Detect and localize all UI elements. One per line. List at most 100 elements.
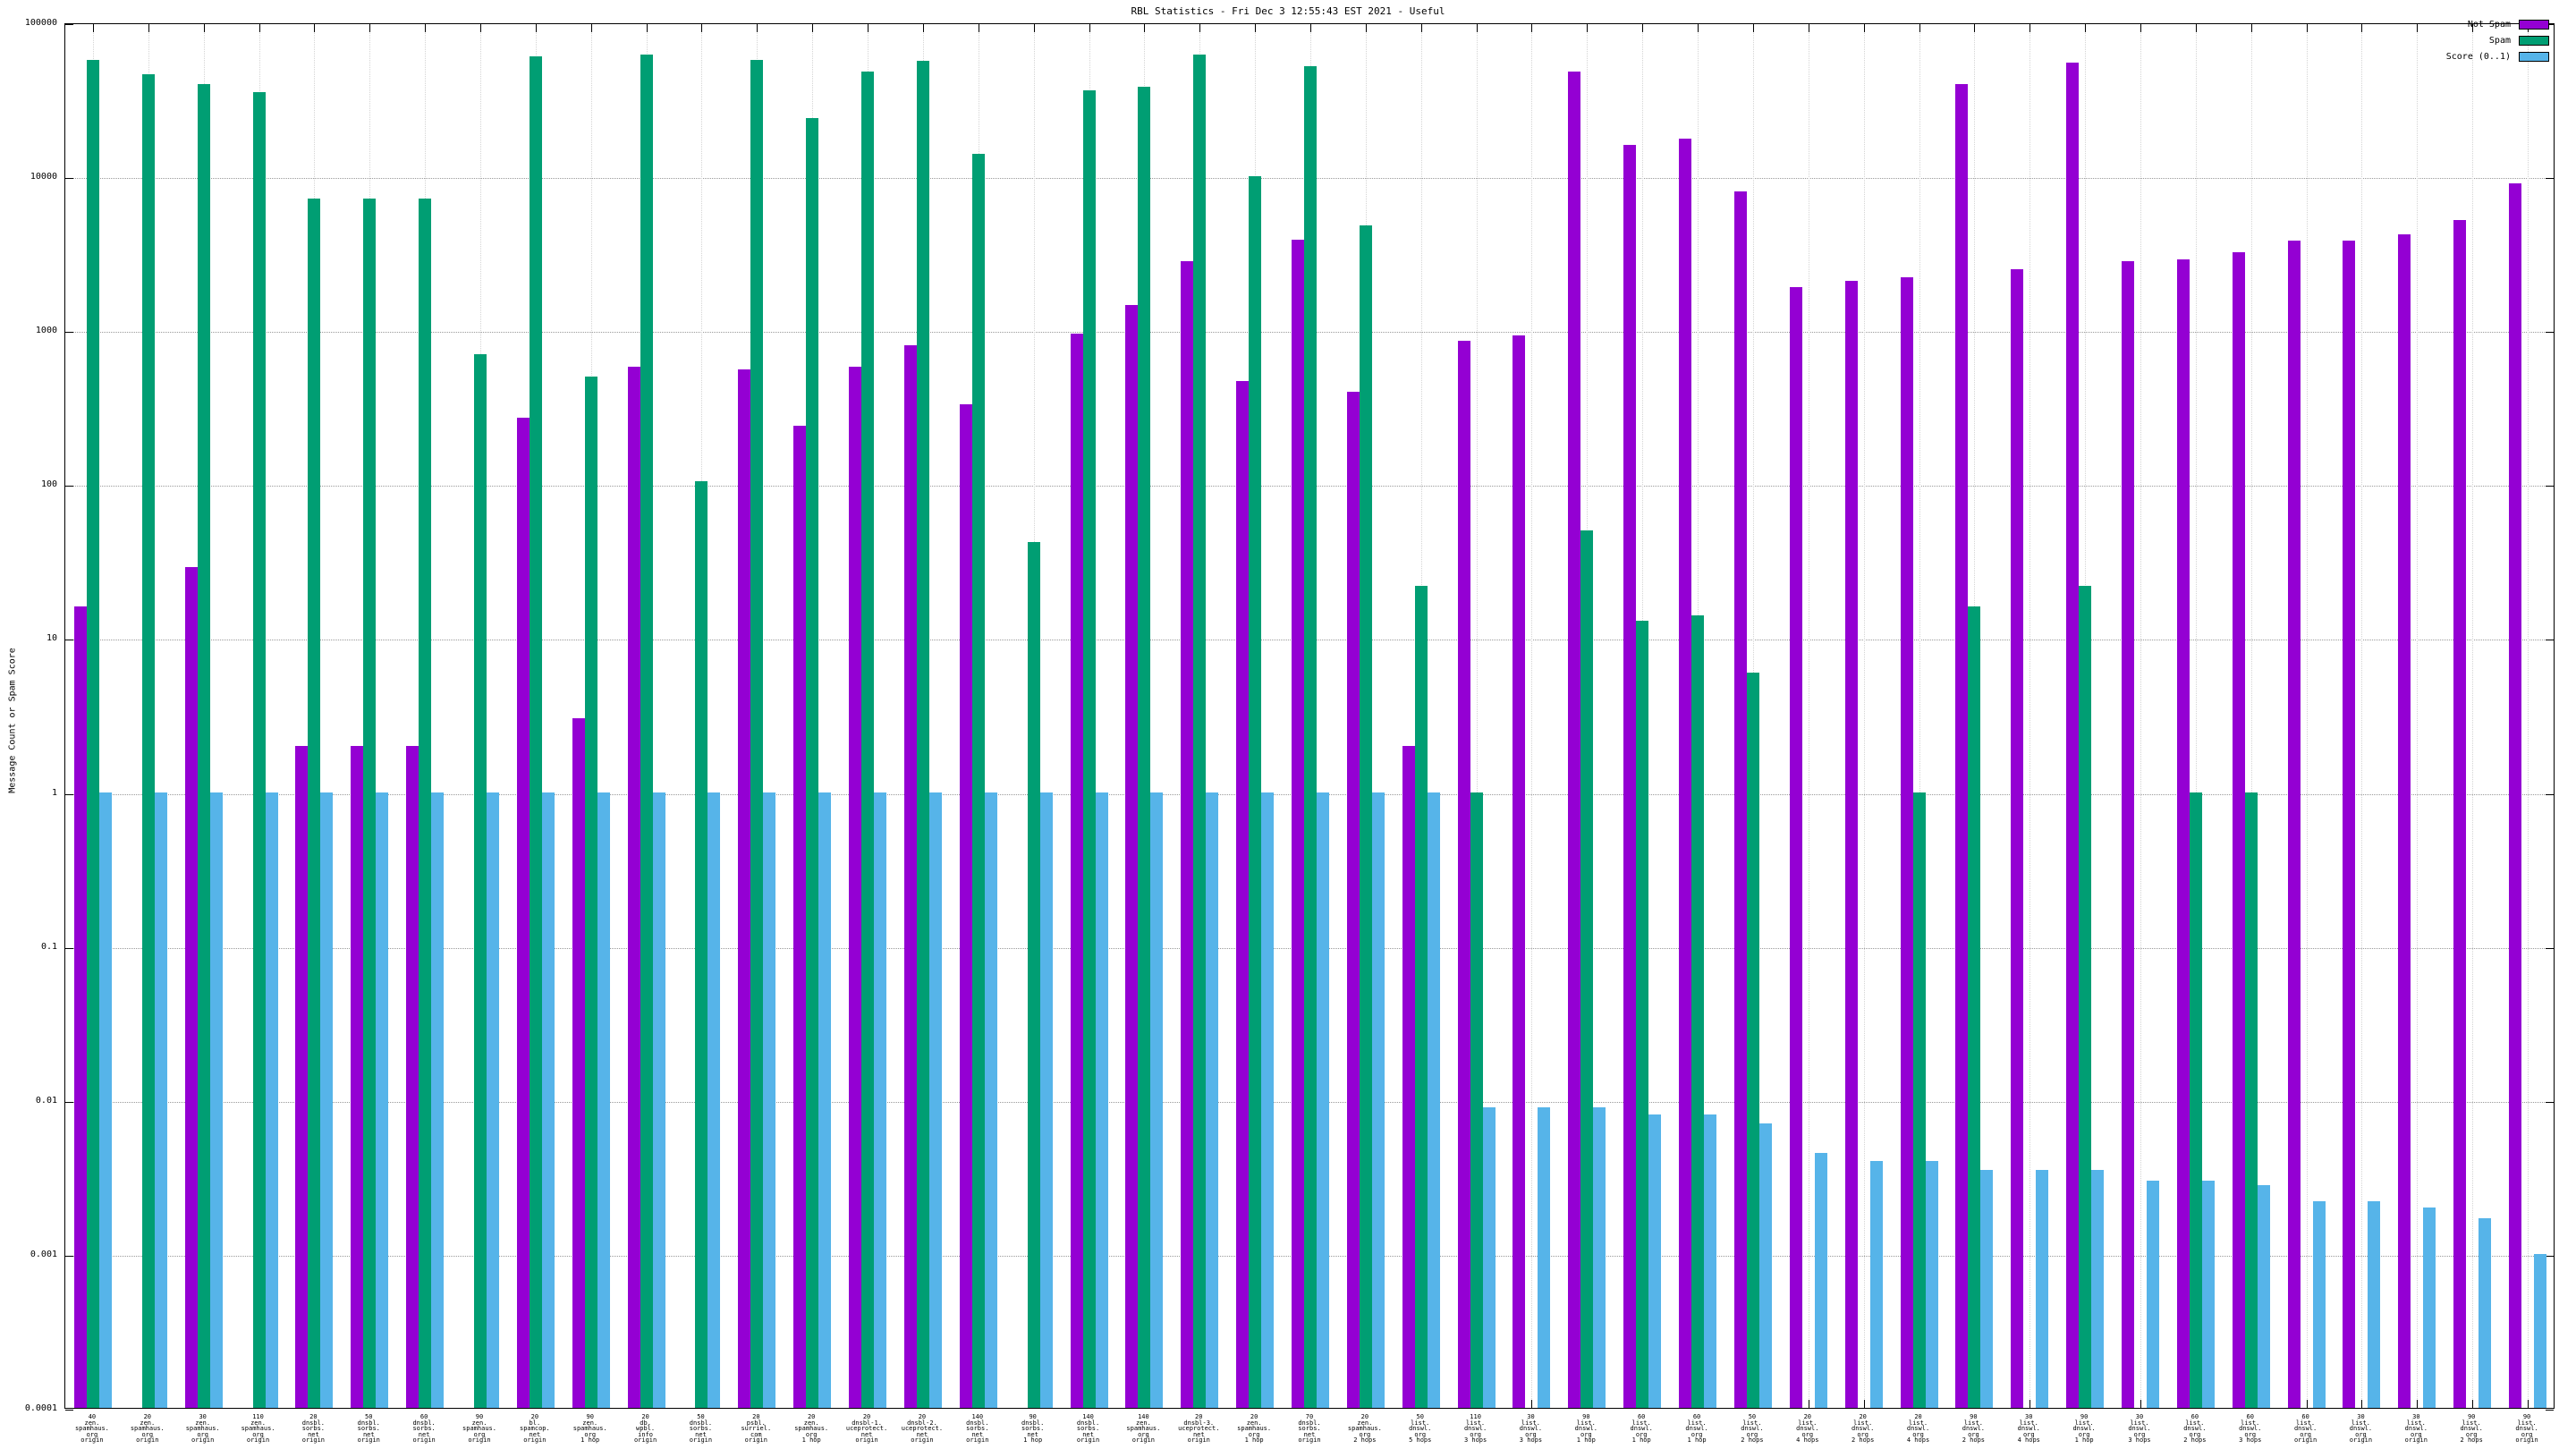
bar-not-spam (1236, 380, 1250, 1408)
x-tick-label: 20 zen. spamhaus. org 2 hops (1347, 1413, 1382, 1445)
x-tick-label: 90 list. dnswl. org origin (2515, 1413, 2538, 1445)
y-tick-mark (2546, 793, 2554, 795)
x-tick-mark (203, 24, 205, 32)
x-tick-label: 110 zen. spamhaus. org origin (241, 1413, 275, 1445)
bar-score-0-1 (2091, 1170, 2105, 1408)
y-tick-mark (65, 793, 73, 795)
x-tick-label: 110 list. dnswl. org 3 hops (1463, 1413, 1487, 1445)
y-tick-label: 100 (40, 479, 57, 490)
bar-score-0-1 (209, 792, 223, 1408)
bar-not-spam (1789, 287, 1802, 1408)
x-tick-label: 30 list. dnswl. org 3 hops (1519, 1413, 1543, 1445)
x-tick-label: 40 zen. spamhaus. org origin (74, 1413, 109, 1445)
bar-not-spam (903, 344, 917, 1408)
bar-spam (584, 377, 597, 1408)
x-tick-mark (1089, 24, 1090, 32)
bar-score-0-1 (2312, 1200, 2326, 1408)
bar-not-spam (2453, 220, 2467, 1408)
legend-label: Not Spam (2467, 20, 2511, 30)
bar-score-0-1 (1261, 792, 1275, 1408)
x-tick-label: 20 list. dnswl. org 4 hops (1796, 1413, 1819, 1445)
x-tick-mark (2029, 24, 2031, 32)
gridline-vertical (2361, 24, 2363, 1408)
x-tick-label: 20 dnsbl-1. uceprotect. net origin (845, 1413, 888, 1445)
legend-swatch (2519, 36, 2549, 46)
bar-not-spam (1181, 261, 1194, 1408)
x-tick-mark (1476, 24, 1478, 32)
bar-score-0-1 (2201, 1180, 2215, 1408)
x-tick-mark (1863, 1400, 1865, 1408)
bar-not-spam (1125, 305, 1139, 1408)
gridline-vertical (1863, 24, 1865, 1408)
y-tick-mark (65, 947, 73, 949)
x-tick-label: 140 dnsbl. sorbs. net origin (966, 1413, 989, 1445)
x-tick-label: 60 list. dnswl. org 3 hops (2239, 1413, 2262, 1445)
bar-not-spam (73, 606, 87, 1408)
bar-score-0-1 (1150, 792, 1164, 1408)
legend: Not Spam Spam Score (0..1) (2446, 20, 2549, 68)
x-tick-mark (1531, 24, 1533, 32)
bar-spam (1359, 225, 1372, 1408)
bar-spam (2079, 585, 2092, 1408)
bar-score-0-1 (708, 792, 721, 1408)
bar-spam (2189, 792, 2202, 1408)
bar-spam (197, 83, 210, 1408)
bar-score-0-1 (652, 792, 665, 1408)
x-tick-mark (425, 24, 427, 32)
bar-spam (1968, 606, 1981, 1408)
bar-score-0-1 (597, 792, 610, 1408)
bar-not-spam (1623, 144, 1637, 1408)
bar-spam (141, 74, 155, 1408)
x-tick-mark (922, 24, 924, 32)
bar-score-0-1 (1317, 792, 1329, 1408)
x-tick-mark (812, 24, 814, 32)
bar-not-spam (738, 369, 751, 1408)
x-tick-label: 90 zen. spamhaus. org 1 hop (572, 1413, 607, 1445)
x-tick-label: 60 list. dnswl. org 2 hops (2183, 1413, 2207, 1445)
x-tick-mark (2029, 1400, 2031, 1408)
x-tick-mark (1974, 24, 1976, 32)
bar-not-spam (2011, 268, 2024, 1408)
x-tick-mark (1199, 24, 1201, 32)
legend-label: Spam (2488, 36, 2511, 46)
bar-spam (916, 61, 929, 1408)
legend-entry: Spam (2446, 36, 2549, 46)
bar-not-spam (2343, 241, 2356, 1408)
x-tick-mark (1144, 24, 1146, 32)
bar-not-spam (184, 566, 198, 1408)
y-tick-label: 100000 (24, 18, 57, 28)
x-tick-label: 50 dnsbl. sorbs. net origin (689, 1413, 713, 1445)
bar-spam (1193, 54, 1207, 1408)
x-tick-mark (868, 24, 869, 32)
bar-score-0-1 (431, 792, 445, 1408)
bar-score-0-1 (2257, 1184, 2270, 1408)
x-tick-mark (535, 24, 537, 32)
x-tick-label: 140 dnsbl. sorbs. net origin (1076, 1413, 1100, 1445)
gridline-vertical (2306, 24, 2308, 1408)
bar-spam (363, 198, 377, 1408)
bar-spam (86, 60, 99, 1408)
bar-score-0-1 (1538, 1106, 1551, 1408)
bar-spam (861, 71, 875, 1408)
bar-not-spam (406, 745, 419, 1408)
bar-score-0-1 (763, 792, 776, 1408)
x-tick-mark (2528, 1400, 2529, 1408)
bar-not-spam (2398, 233, 2411, 1408)
bar-spam (1746, 672, 1759, 1408)
bar-not-spam (1402, 745, 1415, 1408)
bar-not-spam (516, 418, 530, 1408)
x-tick-mark (1531, 1400, 1533, 1408)
plot-area (64, 23, 2555, 1411)
bar-not-spam (1457, 340, 1470, 1408)
y-tick-mark (2546, 486, 2554, 487)
x-tick-mark (1752, 24, 1754, 32)
x-tick-label: 20 bl. spamcop. net origin (520, 1413, 550, 1445)
y-tick-label: 0.001 (30, 1249, 57, 1259)
bar-not-spam (2509, 183, 2522, 1408)
x-tick-label: 60 list. dnswl. org origin (2293, 1413, 2318, 1445)
x-tick-mark (1255, 24, 1257, 32)
gridline-vertical (2472, 24, 2474, 1408)
bar-not-spam (1733, 191, 1747, 1408)
gridline-vertical (1476, 24, 1478, 1408)
